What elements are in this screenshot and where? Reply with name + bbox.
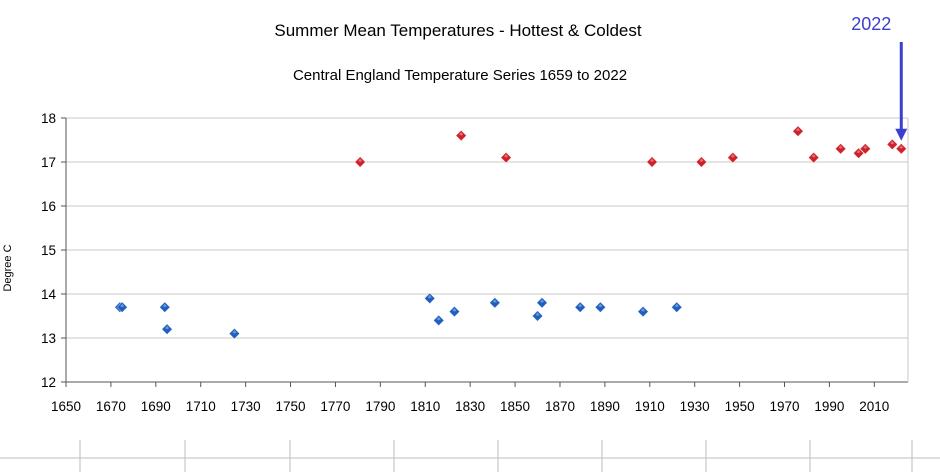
data-point-hottest bbox=[792, 125, 804, 137]
y-tick-label: 17 bbox=[41, 155, 56, 170]
gridlines bbox=[66, 117, 908, 339]
x-tick-label: 1950 bbox=[725, 399, 755, 414]
x-tick-label: 1990 bbox=[814, 399, 844, 414]
data-point-highlight bbox=[492, 299, 497, 303]
x-tick-label: 1750 bbox=[276, 399, 306, 414]
data-point-coldest bbox=[536, 297, 548, 309]
annotation-arrow-head bbox=[895, 128, 908, 141]
y-tick-label: 16 bbox=[41, 199, 56, 214]
chart-title: Summer Mean Temperatures - Hottest & Col… bbox=[274, 21, 641, 40]
x-tick-label: 1770 bbox=[320, 399, 350, 414]
data-point-hottest bbox=[895, 143, 907, 155]
data-point-highlight bbox=[358, 158, 363, 162]
data-point-coldest bbox=[116, 301, 128, 313]
data-point-highlight bbox=[232, 330, 237, 334]
y-tick-label: 13 bbox=[41, 331, 56, 346]
x-tick-label: 1730 bbox=[231, 399, 261, 414]
x-tick-label: 1650 bbox=[51, 399, 81, 414]
data-point-highlight bbox=[165, 325, 170, 330]
data-point-highlight bbox=[838, 145, 843, 149]
y-tick-label: 15 bbox=[41, 243, 56, 258]
data-point-highlight bbox=[535, 312, 540, 316]
chart-subtitle: Central England Temperature Series 1659 … bbox=[293, 67, 627, 84]
data-point-coldest bbox=[489, 297, 501, 309]
axes bbox=[61, 117, 909, 387]
data-point-hottest bbox=[835, 143, 847, 155]
data-point-highlight bbox=[578, 303, 583, 308]
data-point-highlight bbox=[598, 303, 603, 308]
x-tick-label: 1910 bbox=[635, 399, 665, 414]
data-point-highlight bbox=[436, 316, 441, 321]
data-point-hottest bbox=[886, 138, 898, 151]
data-point-coldest bbox=[574, 301, 586, 313]
data-point-hottest bbox=[695, 156, 708, 168]
data-point-hottest bbox=[354, 156, 366, 168]
data-point-highlight bbox=[427, 294, 432, 299]
x-tick-label: 1690 bbox=[141, 399, 171, 414]
data-point-highlight bbox=[856, 149, 861, 154]
data-point-highlight bbox=[162, 303, 167, 308]
x-tick-label: 1850 bbox=[500, 399, 530, 414]
data-point-highlight bbox=[811, 154, 816, 158]
data-points bbox=[114, 125, 907, 340]
data-point-highlight bbox=[899, 145, 904, 149]
footer-table-lines bbox=[0, 440, 940, 472]
x-tick-label: 2010 bbox=[859, 399, 889, 414]
data-point-hottest bbox=[852, 147, 865, 159]
y-tick-label: 14 bbox=[41, 287, 57, 302]
data-point-coldest bbox=[161, 323, 173, 335]
y-tick-label: 18 bbox=[41, 111, 56, 126]
data-point-highlight bbox=[641, 308, 646, 312]
x-tick-label: 1870 bbox=[545, 399, 575, 414]
x-tick-label: 1710 bbox=[186, 399, 216, 414]
data-point-coldest bbox=[531, 310, 544, 322]
data-point-highlight bbox=[459, 132, 464, 136]
data-point-coldest bbox=[671, 301, 683, 313]
x-tick-label: 1890 bbox=[590, 399, 620, 414]
data-point-highlight bbox=[730, 154, 735, 158]
data-point-highlight bbox=[452, 308, 457, 312]
x-tick-label: 1830 bbox=[455, 399, 485, 414]
data-point-coldest bbox=[594, 301, 607, 313]
series-coldest bbox=[114, 292, 683, 340]
y-tick-label: 12 bbox=[41, 375, 56, 390]
data-point-highlight bbox=[650, 158, 655, 162]
x-tick-label: 1930 bbox=[680, 399, 710, 414]
x-tick-label: 1790 bbox=[365, 399, 395, 414]
data-point-hottest bbox=[808, 151, 820, 164]
data-point-hottest bbox=[646, 156, 658, 168]
data-point-highlight bbox=[699, 158, 704, 162]
annotation-label: 2022 bbox=[851, 14, 891, 34]
x-tick-label: 1810 bbox=[410, 399, 440, 414]
data-point-coldest bbox=[424, 292, 436, 305]
series-hottest bbox=[354, 125, 907, 168]
data-point-hottest bbox=[500, 151, 512, 164]
data-point-highlight bbox=[504, 154, 509, 158]
data-point-coldest bbox=[433, 314, 445, 327]
data-point-coldest bbox=[159, 301, 171, 313]
data-point-highlight bbox=[540, 299, 545, 303]
data-point-hottest bbox=[727, 151, 739, 164]
data-point-highlight bbox=[120, 303, 125, 308]
tick-labels: 12 13 14 15 16 17 18 1650 1670 1690 1710 1730 1750 17… bbox=[41, 111, 889, 414]
x-tick-label: 1970 bbox=[769, 399, 799, 414]
data-point-highlight bbox=[795, 127, 800, 132]
data-point-highlight bbox=[674, 303, 679, 308]
data-point-coldest bbox=[637, 305, 649, 318]
data-point-hottest bbox=[859, 143, 871, 155]
data-point-highlight bbox=[890, 140, 895, 145]
data-point-coldest bbox=[228, 327, 241, 340]
data-point-coldest bbox=[448, 305, 461, 318]
annotations: 2022 bbox=[851, 14, 908, 141]
data-point-highlight bbox=[863, 145, 868, 149]
x-tick-label: 1670 bbox=[96, 399, 126, 414]
y-axis-label: Degree C bbox=[2, 244, 14, 291]
data-point-hottest bbox=[455, 129, 467, 142]
